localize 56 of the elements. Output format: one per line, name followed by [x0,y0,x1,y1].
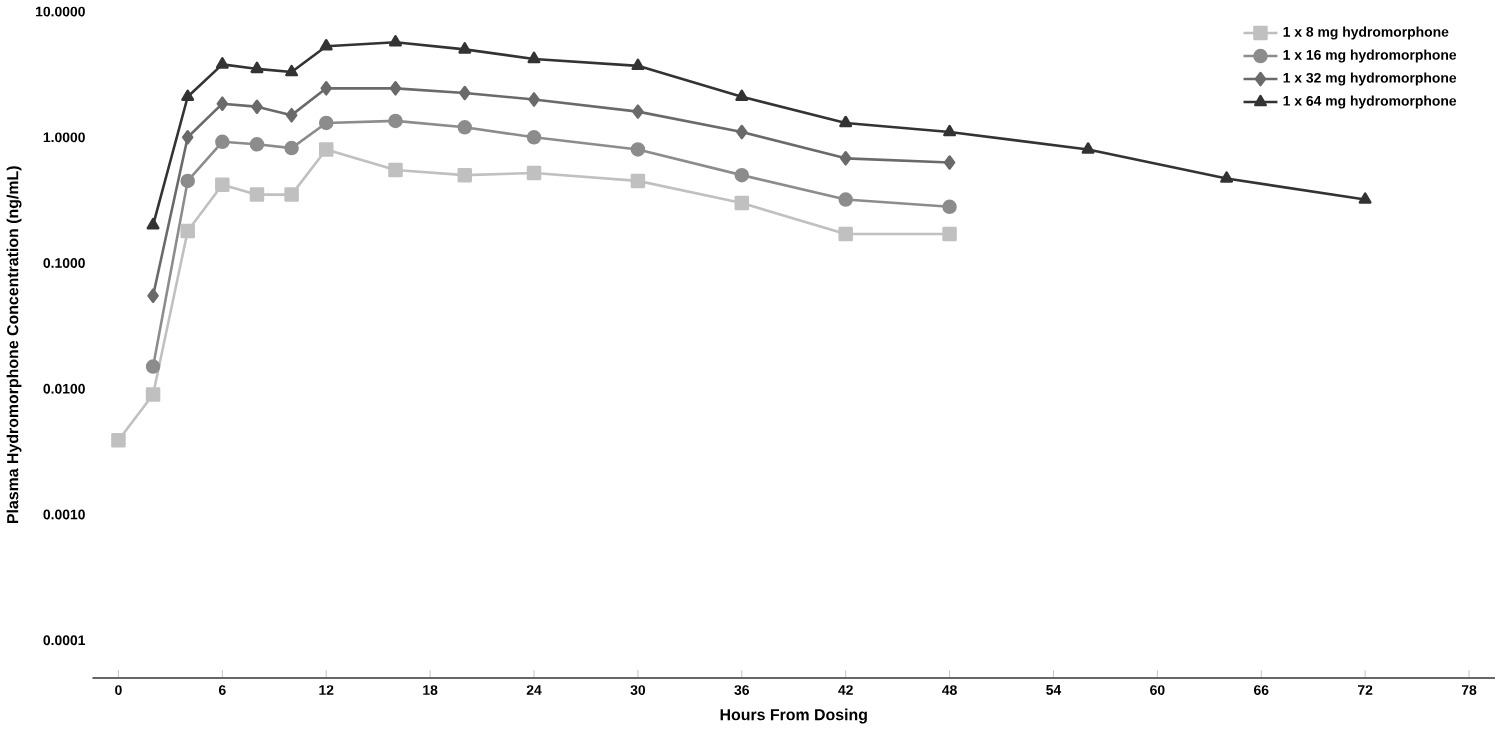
point [215,57,229,69]
point [389,34,402,47]
point [942,226,957,242]
point [285,107,298,123]
point [251,99,263,114]
point [735,89,749,101]
point [249,187,265,202]
point [320,81,332,96]
point [839,115,853,128]
point [388,162,403,178]
point [284,187,299,202]
point [284,140,299,156]
point [145,359,161,374]
point [215,177,230,192]
point [943,155,956,170]
point [528,92,540,107]
point [457,120,472,135]
point [734,167,750,183]
point [632,104,644,119]
point [319,38,333,51]
point [1220,171,1234,183]
point [943,124,957,137]
point [181,129,194,145]
point [285,64,299,77]
point [734,195,750,211]
point [839,151,852,166]
point [838,226,853,242]
point [458,42,472,54]
point [111,432,126,448]
point [147,288,159,303]
point [630,142,646,157]
point [736,124,748,140]
point [180,173,195,189]
point [942,199,957,214]
point [146,217,160,230]
point [526,129,542,145]
point [458,85,471,101]
point [838,192,853,207]
point [388,113,403,129]
point [215,134,230,150]
point [249,136,265,152]
point [457,167,472,183]
point [631,58,645,71]
point [389,81,402,96]
point [1358,192,1372,204]
point [630,173,646,189]
point [250,61,264,74]
point [145,387,161,402]
point [527,51,541,64]
point [216,96,229,111]
point [526,165,542,181]
point [318,115,334,131]
point [1081,142,1095,154]
point [180,223,195,239]
point [318,142,334,157]
point [181,89,195,101]
